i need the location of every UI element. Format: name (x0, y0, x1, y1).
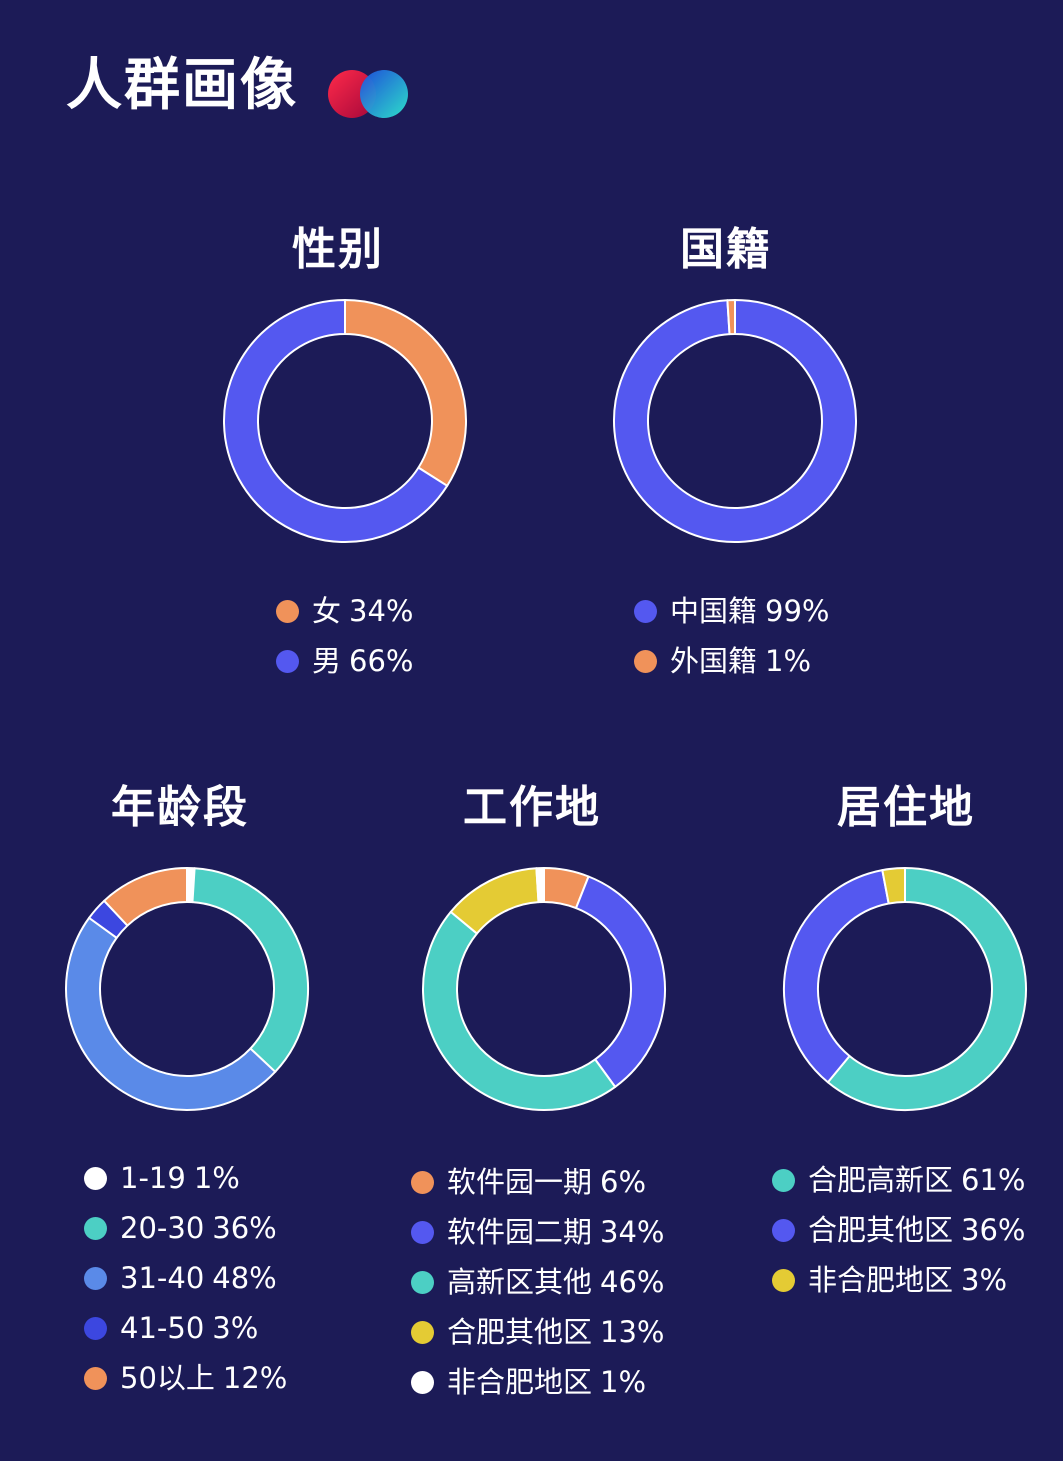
legend-dot (276, 649, 299, 673)
legend-percent: 3% (961, 1263, 1008, 1297)
donut-slice (575, 875, 666, 1088)
donut-slice (826, 867, 1027, 1111)
donut-chart-residence (783, 867, 1027, 1111)
legend-dot (84, 1216, 107, 1240)
legend-percent: 61% (961, 1163, 1026, 1197)
legend-percent: 3% (212, 1311, 259, 1345)
legend-gender: 女 34% 男 66% (276, 586, 413, 686)
donut-slice (613, 299, 857, 543)
legend-item: 软件园一期 6% (411, 1157, 664, 1207)
legend-item: 合肥高新区 61% (772, 1155, 1025, 1205)
legend-item: 软件园二期 34% (411, 1207, 664, 1257)
legend-age: 1-19 1% 20-30 36% 31-40 48% 41-50 3% 50以… (84, 1153, 287, 1403)
legend-dot (634, 599, 657, 623)
chart-title-age: 年龄段 (111, 782, 249, 833)
chart-title-residence: 居住地 (837, 782, 975, 833)
legend-percent: 1% (765, 644, 812, 678)
legend-percent: 1% (193, 1161, 240, 1195)
donut-slice (726, 299, 736, 336)
donut-slice (881, 867, 906, 905)
legend-percent: 6% (600, 1165, 647, 1199)
legend-label: 50以上 (120, 1361, 215, 1395)
legend-workplace: 软件园一期 6% 软件园二期 34% 高新区其他 46% 合肥其他区 13% 非… (411, 1157, 664, 1407)
donut-slice (191, 867, 309, 1073)
legend-label: 1-19 (120, 1161, 186, 1195)
legend-label: 软件园一期 (447, 1165, 593, 1199)
legend-label: 合肥其他区 (447, 1315, 593, 1349)
legend-percent: 36% (212, 1211, 277, 1245)
legend-label: 软件园二期 (447, 1215, 593, 1249)
legend-percent: 99% (765, 594, 830, 628)
legend-percent: 36% (961, 1213, 1026, 1247)
legend-item: 50以上 12% (84, 1353, 287, 1403)
legend-percent: 1% (600, 1365, 647, 1399)
legend-item: 非合肥地区 3% (772, 1255, 1025, 1305)
legend-dot (84, 1316, 107, 1340)
legend-dot (84, 1366, 107, 1390)
legend-percent: 34% (349, 594, 414, 628)
chart-title-workplace: 工作地 (463, 782, 601, 833)
legend-residence: 合肥高新区 61% 合肥其他区 36% 非合肥地区 3% (772, 1155, 1025, 1305)
legend-item: 41-50 3% (84, 1303, 287, 1353)
legend-dot (411, 1220, 434, 1244)
legend-item: 中国籍 99% (634, 586, 829, 636)
chart-title-nationality: 国籍 (680, 224, 772, 275)
legend-label: 外国籍 (670, 644, 758, 678)
legend-label: 合肥高新区 (808, 1163, 954, 1197)
chart-title-gender: 性别 (292, 224, 384, 275)
legend-label: 中国籍 (670, 594, 758, 628)
legend-dot (634, 649, 657, 673)
legend-dot (411, 1370, 434, 1394)
legend-dot (84, 1266, 107, 1290)
legend-percent: 13% (600, 1315, 665, 1349)
legend-item: 1-19 1% (84, 1153, 287, 1203)
donut-chart-age (65, 867, 309, 1111)
legend-dot (411, 1320, 434, 1344)
legend-percent: 34% (600, 1215, 665, 1249)
legend-percent: 12% (222, 1361, 288, 1395)
legend-nationality: 中国籍 99% 外国籍 1% (634, 586, 829, 686)
donut-chart-workplace (422, 867, 666, 1111)
legend-dot (276, 599, 299, 623)
legend-item: 非合肥地区 1% (411, 1357, 664, 1407)
legend-dot (772, 1268, 795, 1292)
legend-label: 非合肥地区 (447, 1365, 593, 1399)
donut-chart-gender (223, 299, 467, 543)
legend-percent: 48% (212, 1261, 277, 1295)
donut-slice (344, 299, 467, 487)
legend-label: 合肥其他区 (808, 1213, 954, 1247)
legend-item: 男 66% (276, 636, 413, 686)
legend-item: 女 34% (276, 586, 413, 636)
legend-label: 非合肥地区 (808, 1263, 954, 1297)
legend-dot (772, 1168, 795, 1192)
donut-slice (103, 867, 188, 927)
legend-item: 20-30 36% (84, 1203, 287, 1253)
legend-percent: 46% (600, 1265, 665, 1299)
title-decoration-icon (328, 70, 408, 118)
legend-dot (772, 1218, 795, 1242)
donut-slice (449, 867, 540, 935)
page-title: 人群画像 (66, 53, 298, 118)
legend-item: 外国籍 1% (634, 636, 829, 686)
legend-dot (411, 1170, 434, 1194)
legend-percent: 66% (349, 644, 414, 678)
legend-label: 高新区其他 (447, 1265, 593, 1299)
legend-item: 31-40 48% (84, 1253, 287, 1303)
legend-label: 女 (312, 594, 342, 628)
legend-label: 男 (312, 644, 342, 678)
donut-slice (535, 867, 545, 904)
donut-chart-nationality (613, 299, 857, 543)
legend-label: 31-40 (120, 1261, 205, 1295)
legend-label: 41-50 (120, 1311, 205, 1345)
donut-slice (422, 910, 617, 1111)
legend-dot (411, 1270, 434, 1294)
donut-slice (65, 916, 277, 1111)
legend-item: 高新区其他 46% (411, 1257, 664, 1307)
legend-item: 合肥其他区 13% (411, 1307, 664, 1357)
donut-slice (223, 299, 449, 543)
legend-item: 合肥其他区 36% (772, 1205, 1025, 1255)
donut-slice (783, 869, 890, 1084)
legend-label: 20-30 (120, 1211, 205, 1245)
legend-dot (84, 1166, 107, 1190)
